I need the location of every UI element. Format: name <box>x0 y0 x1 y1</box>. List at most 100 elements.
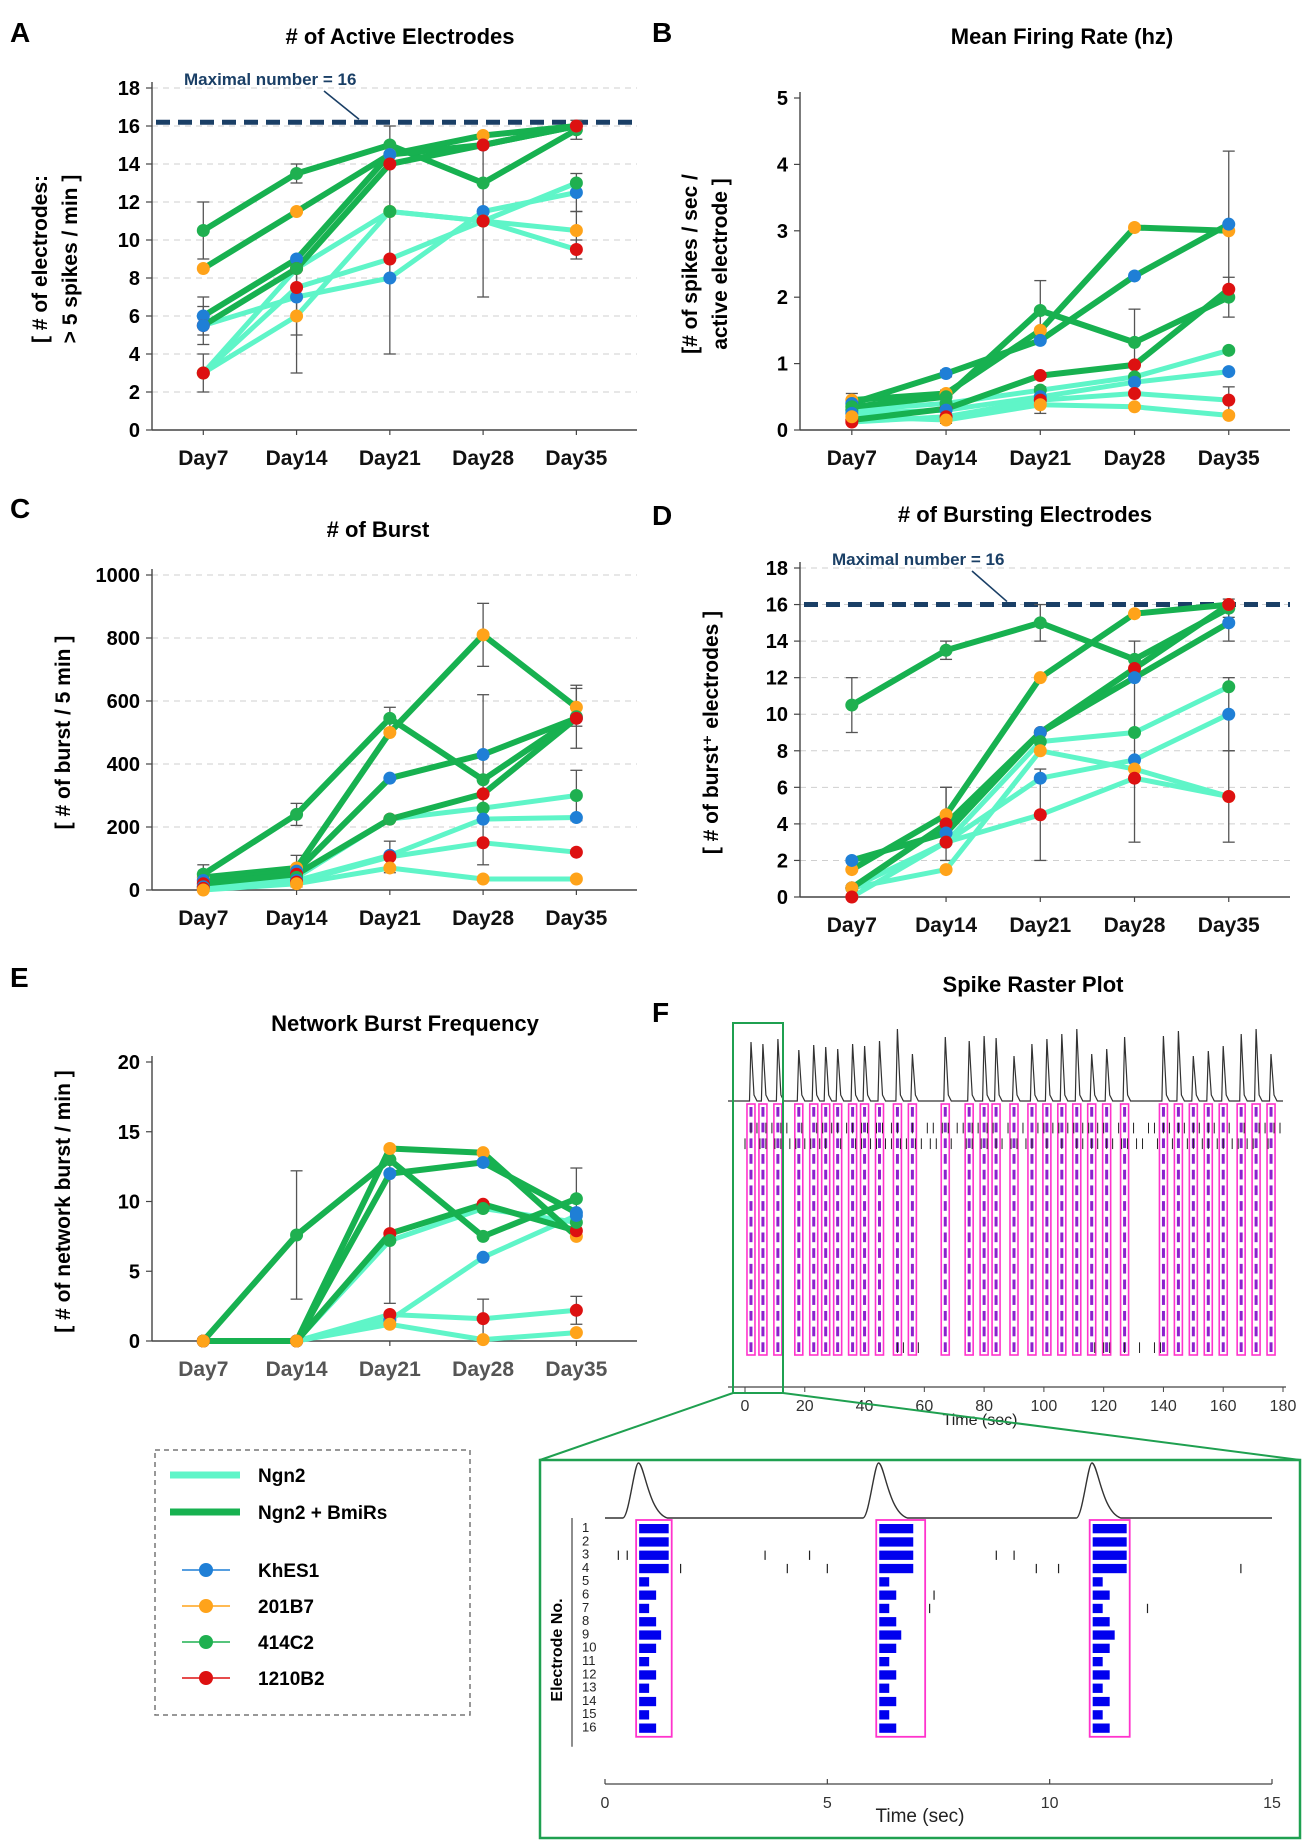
data-point-414c2 <box>1128 726 1142 739</box>
legend-label-ngn2: Ngn2 <box>258 1466 306 1487</box>
x-tick-label: Day35 <box>545 907 607 930</box>
data-point-1210b2 <box>196 366 210 380</box>
zoom-burst-spikes <box>1092 1630 1115 1640</box>
zoom-burst-spikes <box>639 1577 650 1587</box>
legend-marker-1210b2 <box>199 1671 213 1685</box>
burst-window <box>859 1103 870 1356</box>
electrode-label: 13 <box>582 1680 596 1695</box>
data-point-201b7 <box>939 863 953 877</box>
x-tick-label: Day14 <box>915 447 977 470</box>
data-point-1210b2 <box>476 1312 490 1326</box>
data-point-khes1 <box>290 290 304 304</box>
panel-letter-b: B <box>652 17 672 48</box>
chart-title: Spike Raster Plot <box>943 972 1125 997</box>
y-tick-label: 6 <box>129 306 140 328</box>
burst-window <box>940 1103 951 1356</box>
data-point-201b7 <box>939 808 953 822</box>
data-point-khes1 <box>476 748 490 762</box>
zoom-burst-spikes <box>879 1590 897 1600</box>
data-point-414c2 <box>1033 616 1047 630</box>
electrode-label: 8 <box>582 1613 589 1628</box>
data-point-1210b2 <box>383 850 397 864</box>
data-point-khes1 <box>569 186 583 199</box>
data-point-khes1 <box>196 309 210 323</box>
x-tick-label: Day7 <box>827 914 877 937</box>
data-point-201b7 <box>1128 762 1142 776</box>
data-point-khes1 <box>196 319 210 332</box>
zoom-x-tick-label: 5 <box>823 1795 832 1812</box>
data-point-1210b2 <box>290 281 304 294</box>
zoom-burst-spikes <box>879 1710 890 1720</box>
data-point-1210b2 <box>1128 358 1142 372</box>
burst-window <box>1027 1103 1037 1356</box>
zoom-burst-spikes <box>879 1696 897 1707</box>
zoom-burst-spikes <box>639 1590 657 1600</box>
data-point-201b7 <box>476 129 490 142</box>
data-point-khes1 <box>290 252 304 266</box>
data-point-201b7 <box>383 861 397 875</box>
x-tick-label: Day7 <box>827 447 877 470</box>
x-tick-label: 0 <box>741 1398 750 1415</box>
data-point-201b7 <box>476 872 490 886</box>
x-tick-label: Day35 <box>545 447 607 470</box>
electrode-label: 2 <box>582 1533 589 1548</box>
y-tick-label: 6 <box>777 777 788 799</box>
y-tick-label: 15 <box>118 1122 140 1144</box>
data-point-414c2 <box>290 807 304 821</box>
burst-window <box>1188 1103 1199 1356</box>
legend-label-201b7: 201B7 <box>258 1597 314 1618</box>
legend-label-414c2: 414C2 <box>258 1633 314 1654</box>
zoom-x-tick-label: 0 <box>601 1795 610 1812</box>
burst-window <box>1158 1103 1169 1356</box>
data-point-201b7 <box>1033 323 1047 337</box>
data-point-1210b2 <box>1128 771 1142 785</box>
x-tick-label: Day28 <box>452 447 514 470</box>
data-point-201b7 <box>383 1317 397 1331</box>
burst-window <box>1057 1103 1067 1356</box>
data-point-414c2 <box>569 789 583 802</box>
zoom-burst-spikes <box>1092 1643 1110 1653</box>
data-point-khes1 <box>1128 375 1142 389</box>
data-point-414c2 <box>1222 680 1236 694</box>
data-point-201b7 <box>1128 607 1142 621</box>
panel-letter-d: D <box>652 500 672 531</box>
x-tick-label: Day14 <box>266 907 328 930</box>
data-point-khes1 <box>383 271 397 285</box>
zoom-burst-spikes <box>1092 1696 1110 1707</box>
panel-letter-e: E <box>10 962 29 993</box>
zoom-burst-spikes <box>1092 1563 1127 1574</box>
burst-window <box>1009 1103 1019 1356</box>
data-point-201b7 <box>1033 744 1047 758</box>
electrode-label: 4 <box>582 1560 589 1575</box>
zoom-burst-spikes <box>639 1617 657 1627</box>
max-line-pointer <box>971 570 1008 603</box>
data-point-201b7 <box>290 205 304 218</box>
x-tick-label: 180 <box>1270 1398 1297 1415</box>
data-point-1210b2 <box>383 1307 397 1321</box>
y-axis-label: > 5 spikes / min ] <box>59 175 82 344</box>
burst-window <box>773 1103 783 1356</box>
data-point-khes1 <box>383 771 397 785</box>
data-point-1210b2 <box>383 157 397 171</box>
data-point-khes1 <box>476 1250 490 1264</box>
y-axis-label: [ # of burst / 5 min ] <box>52 636 75 830</box>
electrode-label: 11 <box>582 1653 596 1668</box>
x-tick-label: Day35 <box>1198 447 1260 470</box>
y-tick-label: 600 <box>107 691 140 713</box>
data-point-201b7 <box>196 1334 210 1348</box>
data-point-1210b2 <box>1222 393 1236 407</box>
data-point-1210b2 <box>476 787 490 801</box>
data-point-khes1 <box>1222 707 1236 721</box>
burst-window <box>892 1103 903 1356</box>
burst-window <box>1218 1103 1229 1356</box>
zoom-burst-spikes <box>639 1603 650 1614</box>
data-point-201b7 <box>1128 220 1142 234</box>
data-point-414c2 <box>1033 735 1047 749</box>
legend-label-1210b2: 1210B2 <box>258 1669 325 1690</box>
burst-window <box>1086 1103 1097 1356</box>
data-point-khes1 <box>845 853 859 867</box>
zoom-burst-spikes <box>639 1696 657 1707</box>
panel-letter-c: C <box>10 493 30 524</box>
x-tick-label: 160 <box>1210 1398 1237 1415</box>
burst-window <box>758 1103 768 1356</box>
